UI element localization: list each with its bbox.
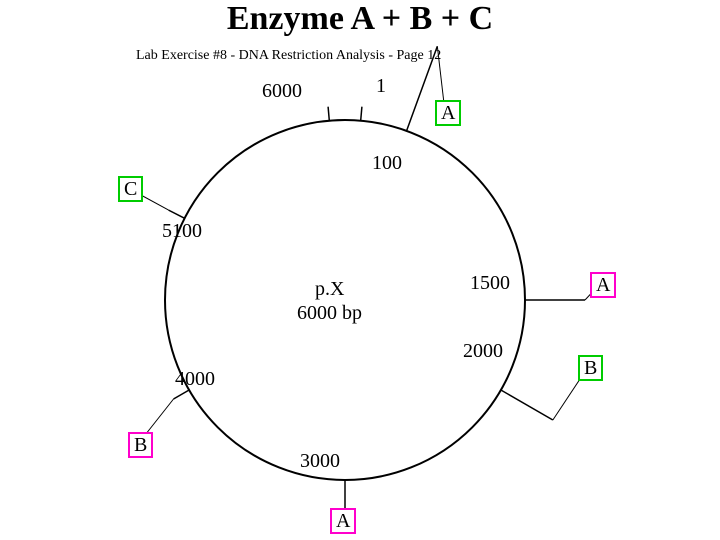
bp-label-3000: 3000 bbox=[300, 450, 340, 473]
cut-site-A-1500: A bbox=[590, 272, 616, 298]
page-subtitle: Lab Exercise #8 - DNA Restriction Analys… bbox=[136, 48, 441, 64]
cut-site-B-4000: B bbox=[128, 432, 153, 458]
bp-label-1: 1 bbox=[376, 75, 386, 98]
diagram-svg bbox=[0, 0, 720, 540]
diagram-stage: Enzyme A + B + C Lab Exercise #8 - DNA R… bbox=[0, 0, 720, 540]
bp-label-100: 100 bbox=[372, 152, 402, 175]
cut-site-B-2000: B bbox=[578, 355, 603, 381]
cut-site-A-3000: A bbox=[330, 508, 356, 534]
bp-label-5100: 5100 bbox=[162, 220, 202, 243]
bp-label-6000: 6000 bbox=[262, 80, 302, 103]
bp-label-1500: 1500 bbox=[470, 272, 510, 295]
page-title: Enzyme A + B + C bbox=[0, 0, 720, 38]
plasmid-name: p.X bbox=[315, 278, 344, 301]
bp-label-2000: 2000 bbox=[463, 340, 503, 363]
cut-site-C-5100: C bbox=[118, 176, 143, 202]
plasmid-size: 6000 bp bbox=[297, 302, 362, 325]
bp-label-4000: 4000 bbox=[175, 368, 215, 391]
cut-site-A-100: A bbox=[435, 100, 461, 126]
